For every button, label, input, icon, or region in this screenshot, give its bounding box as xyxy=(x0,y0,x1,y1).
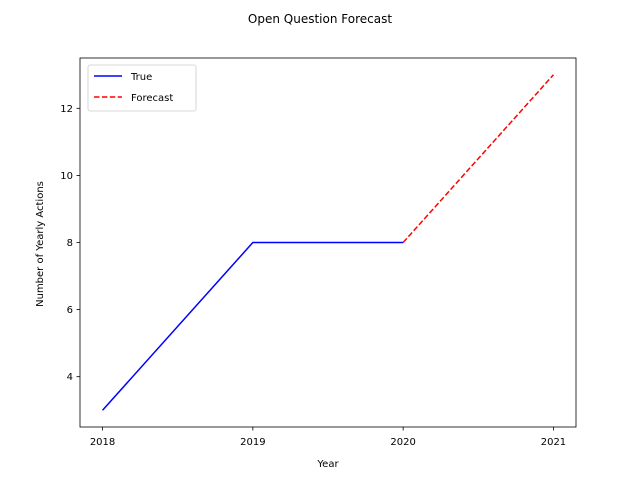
y-tick-label: 6 xyxy=(67,305,73,316)
legend-label-forecast: Forecast xyxy=(131,93,173,104)
y-tick-label: 4 xyxy=(67,372,73,383)
y-axis-label: Number of Yearly Actions xyxy=(35,181,46,307)
chart-title: Open Question Forecast xyxy=(248,12,392,26)
plot-area xyxy=(101,74,555,411)
series-line-true xyxy=(101,241,404,411)
y-tick-label: 12 xyxy=(60,104,73,115)
x-tick-label: 2020 xyxy=(390,437,415,448)
legend: True Forecast xyxy=(87,64,197,112)
series-line-forecast xyxy=(402,74,555,244)
axes: 2018 2019 2020 2021 4 6 8 10 12 xyxy=(60,57,577,448)
x-tick-label: 2019 xyxy=(240,437,265,448)
x-axis-label: Year xyxy=(316,459,339,470)
y-tick-label: 10 xyxy=(60,171,73,182)
legend-label-true: True xyxy=(130,72,152,83)
x-tick-label: 2021 xyxy=(541,437,566,448)
y-tick-label: 8 xyxy=(67,238,73,249)
x-tick-label: 2018 xyxy=(90,437,115,448)
